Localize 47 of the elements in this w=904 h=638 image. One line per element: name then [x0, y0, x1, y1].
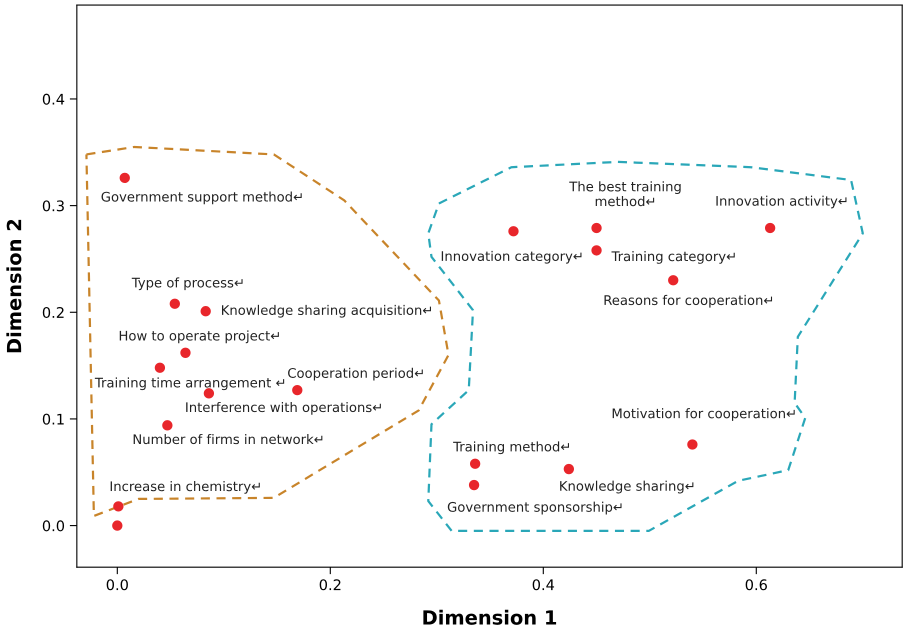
- point: [764, 222, 776, 234]
- point: [591, 222, 602, 234]
- y-tick-label: 0.3: [42, 200, 64, 212]
- annotation: Knowledge sharing acquisition↵: [222, 304, 431, 318]
- annotation: Type of process↵: [132, 277, 243, 290]
- x-tick-label: 0.2: [320, 579, 340, 590]
- y-axis-title: Dimension 2: [6, 220, 22, 352]
- annotation: Innovation category↵: [442, 250, 582, 264]
- point: [113, 501, 124, 512]
- x-tick-label: 0.6: [746, 579, 767, 590]
- point: [508, 226, 519, 236]
- point: [591, 245, 602, 256]
- annotation: Government sponsorship↵: [448, 502, 622, 514]
- annotation: Increase in chemistry↵: [110, 481, 260, 494]
- annotation: The best training method↵: [569, 181, 681, 206]
- point: [112, 520, 122, 531]
- x-axis-title: Dimension 1: [423, 610, 556, 625]
- annotation: Reasons for cooperation↵: [604, 294, 772, 308]
- point: [687, 439, 698, 450]
- point: [668, 275, 678, 286]
- point: [154, 362, 166, 373]
- point: [470, 458, 480, 469]
- annotation: Number of firms in network↵: [134, 434, 322, 444]
- annotation: Cooperation period↵: [288, 368, 423, 381]
- annotation: Training time arrangement ↵: [94, 377, 284, 390]
- y-tick-label: 0.2: [42, 306, 64, 318]
- annotation: Motivation for cooperation↵: [612, 408, 795, 421]
- annotation: Training category↵: [612, 251, 735, 264]
- y-tick-label: 0.0: [42, 520, 64, 532]
- point: [180, 348, 191, 358]
- x-tick-label: 0.4: [532, 579, 554, 590]
- y-tick-label: 0.4: [42, 94, 64, 105]
- annotation: Training method↵: [453, 441, 569, 454]
- point: [120, 172, 130, 184]
- annotation: How to operate project↵: [120, 330, 279, 344]
- point: [292, 384, 302, 396]
- annotation: Innovation activity↵: [716, 196, 846, 208]
- x-tick-label: 0.0: [106, 579, 128, 590]
- point: [564, 464, 574, 474]
- point: [170, 298, 180, 309]
- point: [200, 306, 211, 316]
- point: [468, 480, 480, 490]
- annotation: Interference with operations↵: [186, 402, 381, 415]
- point: [162, 420, 173, 430]
- annotation: Government support method↵: [102, 192, 302, 204]
- annotation: Knowledge sharing↵: [560, 480, 694, 494]
- y-tick-label: 0.1: [42, 414, 64, 425]
